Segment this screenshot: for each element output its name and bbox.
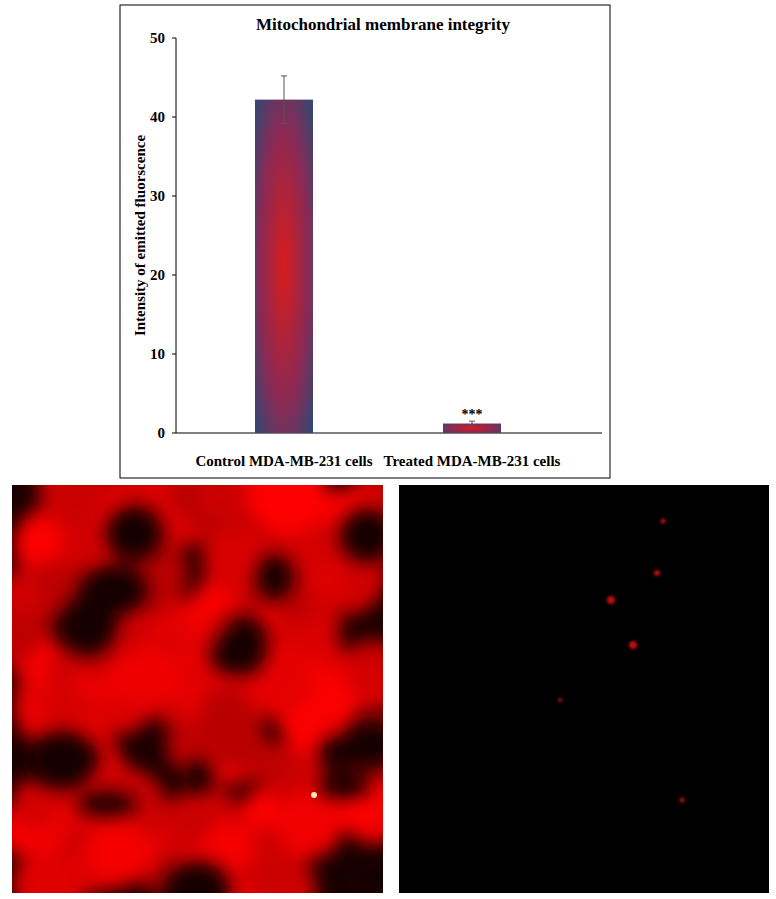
dark-patch [28,730,98,790]
spot [654,570,660,576]
x-axis [176,433,602,434]
x-tick-label: Control MDA-MB-231 cells [195,453,372,469]
dark-patch [58,595,117,657]
error-line [284,76,285,123]
y-tick [172,433,176,434]
blob [247,485,328,534]
control-micrograph [12,485,383,893]
bright-spot [311,792,317,798]
y-tick-label: 40 [150,109,165,125]
error-cap [281,123,287,124]
y-tick-label: 30 [150,188,165,204]
y-tick [172,196,176,197]
y-tick [172,38,176,39]
fluorescence-blobs [12,485,383,893]
error-cap [281,75,287,76]
y-tick [172,117,176,118]
x-tick-label: Treated MDA-MB-231 cells [384,453,561,469]
blob [118,645,180,707]
dark-patches [28,505,383,893]
dark-patch [340,718,383,770]
dark-patch [344,869,383,890]
bar [255,100,313,433]
y-tick-label: 50 [150,30,165,46]
y-axis [176,38,177,433]
blob [12,572,42,619]
title: Mitochondrial membrane integrity [256,15,511,34]
spot [680,798,685,803]
y-tick-label: 20 [150,267,165,283]
chart-frame [120,5,610,478]
y-axis-label: Intensity of emitted fluorscence [132,135,148,337]
dark-patch [352,724,383,766]
blob [277,792,343,858]
page: Mitochondrial membrane integrity 0 10 20 30 4… [0,0,776,899]
spot [607,596,615,604]
blob [171,485,249,526]
dark-patch [105,505,163,561]
blob [194,485,241,519]
bars [255,76,501,433]
dark-patch [320,771,370,798]
blob [83,819,151,887]
error-bar [281,76,287,123]
spot [629,641,637,649]
annotation: *** [462,407,483,422]
image-background [399,485,769,893]
y-tick [172,354,176,355]
y-tick [172,275,176,276]
blob [14,517,62,565]
fluorescence-spots [558,519,685,803]
dark-patch [339,508,383,563]
dark-patch [76,792,137,815]
spot [558,698,562,702]
y-tick-label: 0 [158,425,166,441]
dark-patch [185,760,209,794]
spot [661,519,666,524]
blob [12,613,40,664]
image-background [12,485,383,893]
dark-patch [162,861,231,893]
dark-patch [256,553,294,601]
blob [38,485,111,524]
dark-patch [222,616,267,675]
y-tick-label: 10 [150,346,165,362]
error-cap [469,425,475,426]
blob [42,683,89,730]
treated-micrograph [399,485,769,893]
figure: Mitochondrial membrane integrity 0 10 20 30 4… [0,0,776,899]
